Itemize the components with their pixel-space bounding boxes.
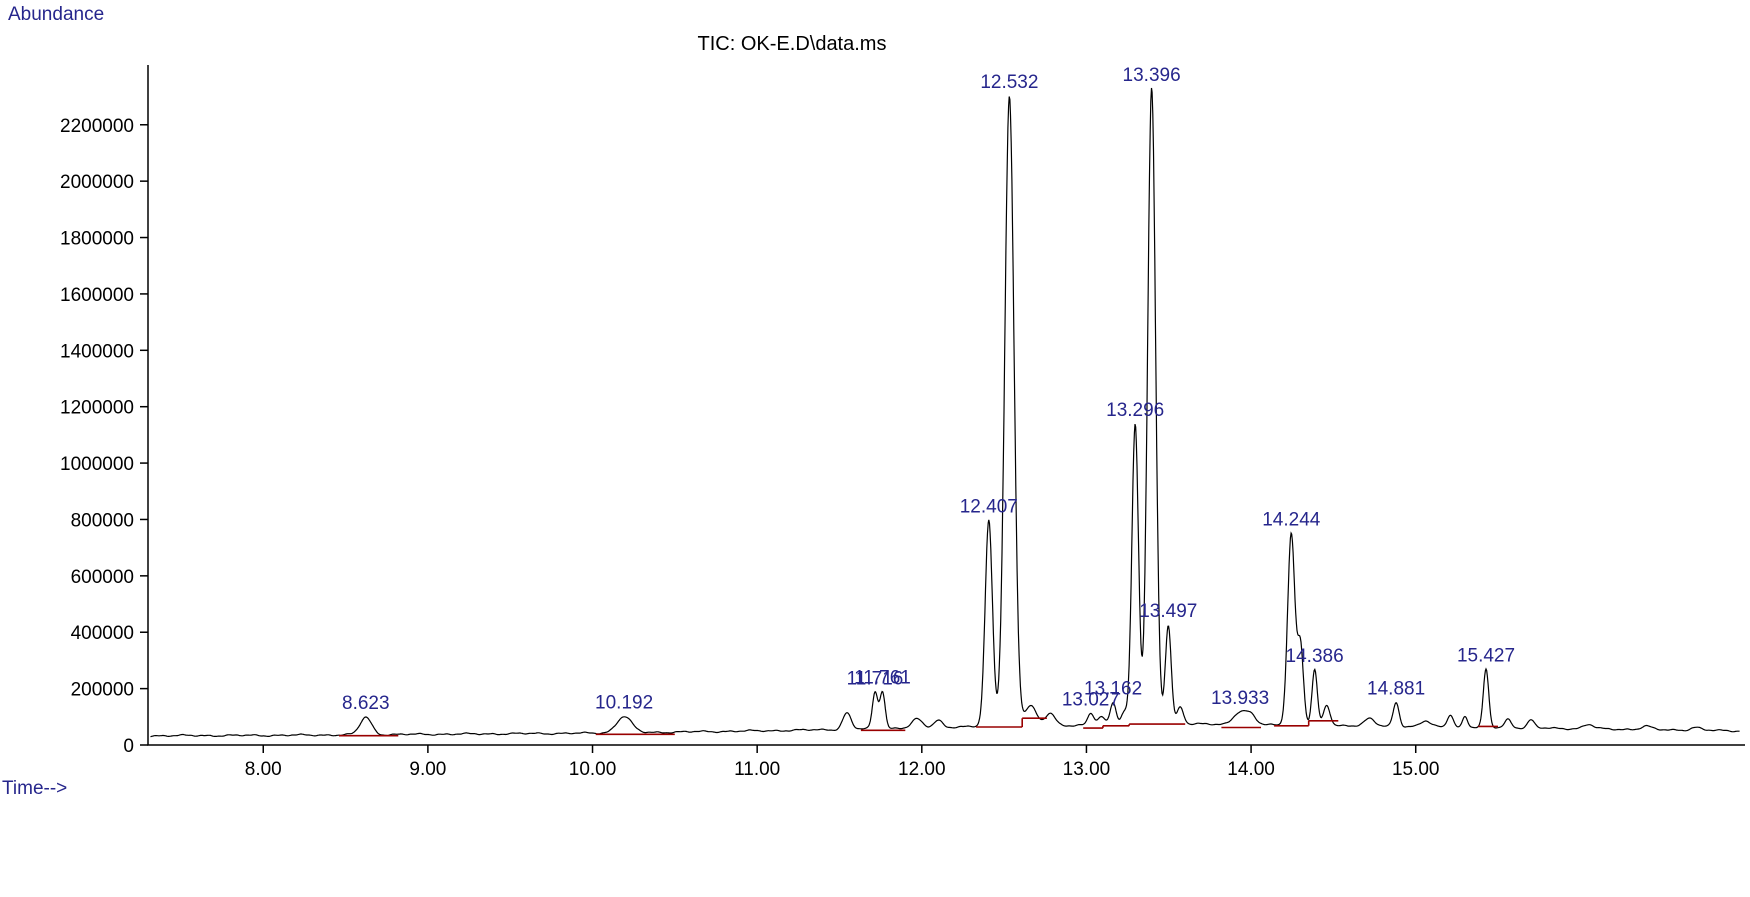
y-tick-label: 1400000 <box>60 341 134 362</box>
y-tick-label: 1800000 <box>60 229 134 250</box>
peak-label: 14.244 <box>1262 509 1321 530</box>
peak-label: 14.881 <box>1367 678 1425 699</box>
peak-label: 14.386 <box>1286 646 1344 667</box>
peak-label: 10.192 <box>595 692 653 713</box>
peak-label: 12.532 <box>980 72 1038 93</box>
y-tick-label: 1000000 <box>60 454 134 475</box>
x-tick-label: 11.00 <box>734 759 780 780</box>
peak-label: 13.933 <box>1211 688 1269 709</box>
y-tick-label: 1200000 <box>60 398 134 419</box>
integration-baselines <box>339 717 1498 737</box>
x-tick-label: 10.00 <box>569 759 617 780</box>
x-tick-label: 9.00 <box>409 759 446 780</box>
peak-label: 13.296 <box>1106 400 1164 421</box>
peak-label: 12.407 <box>960 497 1018 518</box>
peak-label: 13.497 <box>1139 601 1197 622</box>
chart-title: TIC: OK-E.D\data.ms <box>697 33 887 55</box>
tic-trace <box>150 87 1740 738</box>
x-tick-label: 8.00 <box>245 759 282 780</box>
x-tick-label: 15.00 <box>1392 759 1440 780</box>
y-tick-label: 0 <box>123 736 134 757</box>
peak-label: 15.427 <box>1457 646 1515 667</box>
peak-label: 13.396 <box>1123 65 1181 86</box>
y-tick-label: 800000 <box>71 510 134 531</box>
x-tick-label: 13.00 <box>1063 759 1111 780</box>
y-tick-label: 2000000 <box>60 172 134 193</box>
y-tick-label: 600000 <box>71 567 134 588</box>
peak-label: 13.027 <box>1062 689 1120 710</box>
y-axis-title: Abundance <box>8 4 105 25</box>
y-tick-label: 400000 <box>71 623 134 644</box>
peak-label: 13.162 <box>1084 678 1142 699</box>
y-tick-label: 2200000 <box>60 116 134 137</box>
y-tick-label: 1600000 <box>60 285 134 306</box>
y-tick-label: 200000 <box>71 680 134 701</box>
peak-label: 11.716 <box>847 669 904 690</box>
peak-label: 11.761 <box>854 667 911 688</box>
axes <box>147 65 1745 746</box>
x-tick-label: 14.00 <box>1227 759 1275 780</box>
peak-label: 8.623 <box>342 693 390 714</box>
x-axis-title: Time--> <box>2 778 68 799</box>
x-tick-label: 12.00 <box>898 759 946 780</box>
